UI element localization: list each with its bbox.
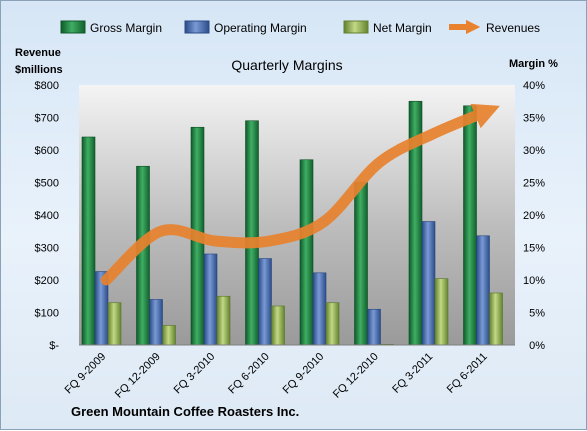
right-axis-title: Margin % bbox=[509, 58, 558, 70]
revenue-series-line bbox=[100, 103, 500, 286]
bar-net-margin bbox=[216, 295, 231, 346]
bar-operating-margin bbox=[312, 272, 327, 346]
bar-marks bbox=[79, 100, 515, 346]
left-tick-label: $300 bbox=[35, 243, 59, 255]
bar-net-margin bbox=[489, 292, 503, 346]
right-tick-label: 15% bbox=[523, 243, 545, 255]
x-tick-label: FQ 6-2010 bbox=[226, 351, 272, 397]
left-axis-title-line1: Revenue bbox=[15, 47, 61, 59]
right-tick-label: 35% bbox=[523, 113, 545, 125]
right-tick-label: 5% bbox=[529, 308, 545, 320]
bar-gross-margin bbox=[81, 136, 96, 346]
right-tick-label: 30% bbox=[523, 145, 545, 157]
bar-operating-margin bbox=[258, 258, 272, 346]
bar-net-margin bbox=[107, 302, 122, 346]
right-tick-label: 40% bbox=[523, 80, 545, 92]
bar-gross-margin bbox=[245, 120, 259, 346]
x-tick-label: FQ 9-2010 bbox=[281, 351, 327, 397]
x-tick-label: FQ 12-2009 bbox=[113, 351, 163, 401]
right-tick-label: 20% bbox=[523, 210, 545, 222]
legend-label-revenues: Revenues bbox=[486, 21, 540, 35]
legend-label-operating-margin: Operating Margin bbox=[214, 21, 307, 35]
left-tick-label: $600 bbox=[35, 145, 59, 157]
bar-operating-margin bbox=[421, 221, 436, 346]
left-tick-label: $200 bbox=[35, 275, 59, 287]
legend: Gross Margin Operating Margin Net Margin… bbox=[60, 19, 540, 35]
x-axis-ticks: FQ 9-2009 FQ 12-2009 FQ 3-2010 FQ 6-2010 FQ … bbox=[63, 351, 490, 401]
right-tick-label: 10% bbox=[523, 275, 545, 287]
bar-operating-margin bbox=[149, 299, 163, 346]
x-tick-label: FQ 9-2009 bbox=[63, 351, 109, 397]
bar-operating-margin bbox=[476, 235, 490, 346]
bar-gross-margin bbox=[299, 159, 314, 346]
chart-title: Quarterly Margins bbox=[231, 57, 342, 73]
left-tick-label: $800 bbox=[35, 80, 59, 92]
bar-net-margin bbox=[162, 325, 176, 346]
bar-gross-margin bbox=[136, 165, 150, 346]
right-axis-ticks: 0% 5% 10% 15% 20% 25% 30% 35% 40% bbox=[523, 80, 545, 352]
x-tick-label: FQ 6-2011 bbox=[445, 351, 490, 396]
legend-swatch-net-margin bbox=[343, 20, 369, 34]
footer-company-name: Green Mountain Coffee Roasters Inc. bbox=[71, 404, 299, 419]
left-axis-title-line2: $millions bbox=[15, 64, 63, 76]
bar-operating-margin bbox=[367, 308, 381, 346]
revenue-line bbox=[100, 103, 500, 286]
left-tick-label: $700 bbox=[35, 113, 59, 125]
bar-net-margin bbox=[434, 278, 449, 346]
x-tick-label: FQ 3-2011 bbox=[390, 351, 435, 396]
left-tick-label: $- bbox=[49, 340, 59, 352]
bar-operating-margin bbox=[203, 253, 218, 346]
bar-net-margin bbox=[271, 305, 285, 346]
bar-gross-margin bbox=[354, 182, 368, 346]
bar-gross-margin bbox=[463, 105, 477, 346]
legend-swatch-operating-margin bbox=[184, 20, 210, 34]
legend-label-gross-margin: Gross Margin bbox=[90, 21, 162, 35]
legend-label-net-margin: Net Margin bbox=[373, 21, 432, 35]
legend-swatch-gross-margin bbox=[60, 20, 86, 34]
left-tick-label: $100 bbox=[35, 308, 59, 320]
x-tick-label: FQ 12-2010 bbox=[331, 351, 381, 401]
left-tick-label: $400 bbox=[35, 210, 59, 222]
right-tick-label: 0% bbox=[529, 340, 545, 352]
x-tick-label: FQ 3-2010 bbox=[172, 351, 218, 397]
left-axis-ticks: $- $100 $200 $300 $400 $500 $600 $700 $800 bbox=[35, 80, 60, 352]
left-tick-label: $500 bbox=[35, 178, 59, 190]
bar-net-margin bbox=[325, 302, 340, 346]
right-tick-label: 25% bbox=[523, 178, 545, 190]
